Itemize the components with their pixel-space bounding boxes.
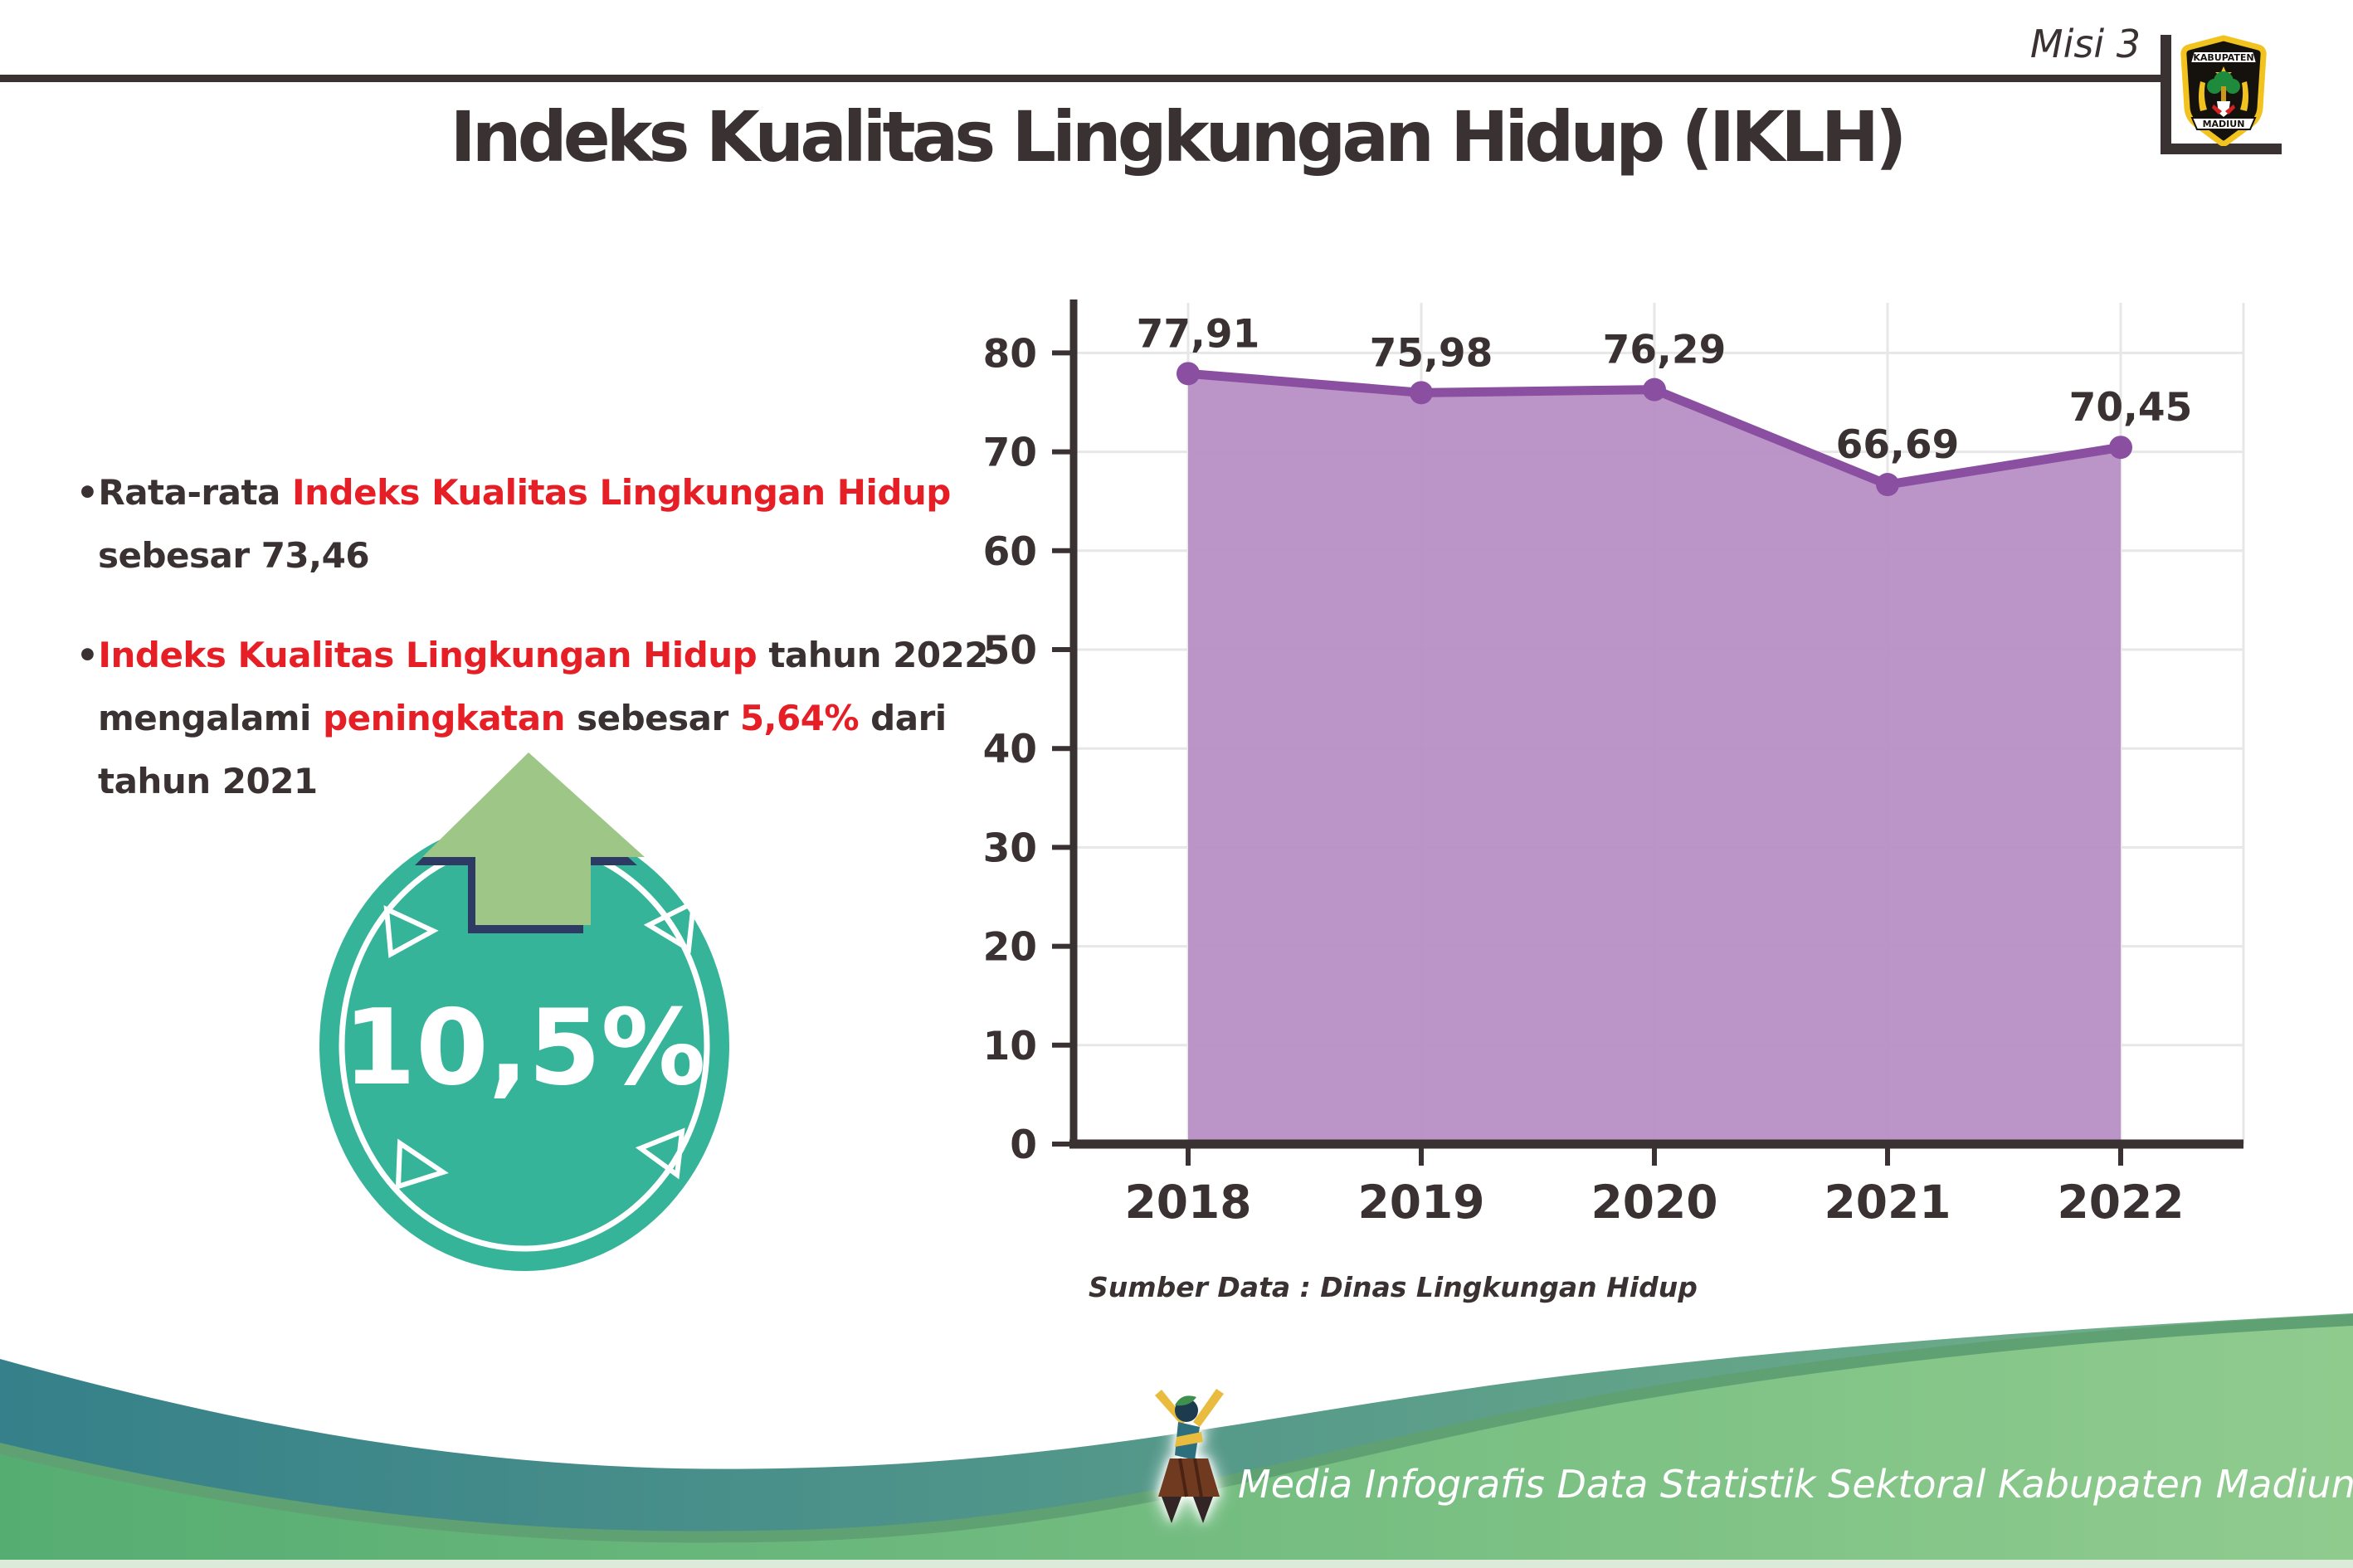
logo-inner-shield [2217,101,2230,117]
chart-area-fill [1188,373,2121,1144]
y-tick-label: 30 [983,825,1037,871]
logo-frame-horizontal [2161,144,2282,154]
logo-banner-bottom [2190,117,2257,130]
y-tick-label: 80 [983,331,1037,377]
dancer-mascot-icon [1155,1389,1224,1523]
data-point [1410,381,1433,405]
y-tick-label: 60 [983,529,1037,575]
y-tick-label: 40 [983,727,1037,772]
data-label: 76,29 [1603,328,1727,373]
logo-text-bottom: MADIUN [2203,119,2245,129]
bottom-strip [0,1560,2353,1568]
bullet-line: tahun 2021 [98,761,318,801]
y-tick-label: 50 [983,628,1037,674]
logo-frame-vertical [2161,35,2171,154]
badge-value: 10,5% [343,986,705,1108]
footer-caption: Media Infografis Data Statistik Sektoral… [1238,1462,2353,1507]
bullet-line: •Rata-rata Indeks Kualitas Lingkungan Hi… [76,472,951,513]
x-tick-label: 2021 [1824,1176,1951,1229]
data-point [1643,377,1666,402]
data-point [1876,473,1899,497]
badge-spark-bottom-left [395,1138,449,1191]
data-label: 75,98 [1370,330,1493,376]
bullet-line: mengalami peningkatan sebesar 5,64% dari [98,698,947,738]
x-tick-label: 2018 [1124,1176,1251,1229]
y-tick-label: 0 [1010,1122,1037,1168]
data-label: 66,69 [1836,422,1960,468]
data-label: 77,91 [1137,311,1260,357]
y-tick-label: 10 [983,1024,1037,1069]
x-tick-label: 2022 [2057,1176,2184,1229]
wave-green [0,1326,2353,1568]
badge-spark-top-left [383,905,439,958]
logo-text-top: KABUPATEN [2193,52,2253,63]
logo-tree [2214,71,2234,91]
badge-spark-bottom-right [635,1127,685,1180]
increase-badge: 10,5% [319,752,729,1271]
y-tick-label: 70 [983,431,1037,476]
bullet-line: •Indeks Kualitas Lingkungan Hidup tahun … [76,635,988,675]
data-point [1176,362,1200,386]
logo-wing-right [2240,81,2248,111]
up-arrow-icon [422,752,645,925]
data-label: 70,45 [2069,385,2193,431]
bullet-average-iklh: •Rata-rata Indeks Kualitas Lingkungan Hi… [76,461,1089,587]
logo-wing-left [2199,81,2207,111]
logo-banner-top [2189,51,2258,64]
chart-source-note: Sumber Data : Dinas Lingkungan Hidup [1089,1271,1698,1303]
bullet-increase-iklh: •Indeks Kualitas Lingkungan Hidup tahun … [76,624,1089,813]
page-title: Indeks Kualitas Lingkungan Hidup (IKLH) [450,96,1907,178]
misi-label: Misi 3 [2029,22,2141,66]
data-point [2109,436,2132,460]
badge-spark-top-right [643,898,697,954]
x-tick-label: 2019 [1357,1176,1484,1229]
header-rule [0,75,2161,82]
bullet-line: sebesar 73,46 [98,535,370,576]
x-tick-label: 2020 [1591,1176,1717,1229]
kabupaten-madiun-logo-icon: KABUPATEN MADIUN [2180,35,2267,146]
y-tick-label: 20 [983,925,1037,971]
